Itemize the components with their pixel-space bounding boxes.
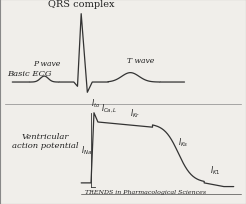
Text: $I_{to}$: $I_{to}$	[91, 97, 101, 110]
Text: $I_{Na}$: $I_{Na}$	[81, 144, 92, 156]
Text: T wave: T wave	[127, 57, 154, 65]
Text: QRS complex: QRS complex	[48, 0, 114, 9]
Text: Ventricular
action potential: Ventricular action potential	[12, 132, 79, 149]
Text: $I_{Ks}$: $I_{Ks}$	[178, 136, 188, 148]
Text: $I_{Kr}$: $I_{Kr}$	[130, 107, 140, 120]
Text: $I_{K1}$: $I_{K1}$	[210, 163, 221, 176]
Text: Basic ECG: Basic ECG	[7, 70, 52, 78]
Text: $I_{Ca,L}$: $I_{Ca,L}$	[101, 102, 118, 114]
Text: TRENDS in Pharmacological Sciences: TRENDS in Pharmacological Sciences	[85, 189, 206, 194]
Text: P wave: P wave	[33, 59, 60, 67]
